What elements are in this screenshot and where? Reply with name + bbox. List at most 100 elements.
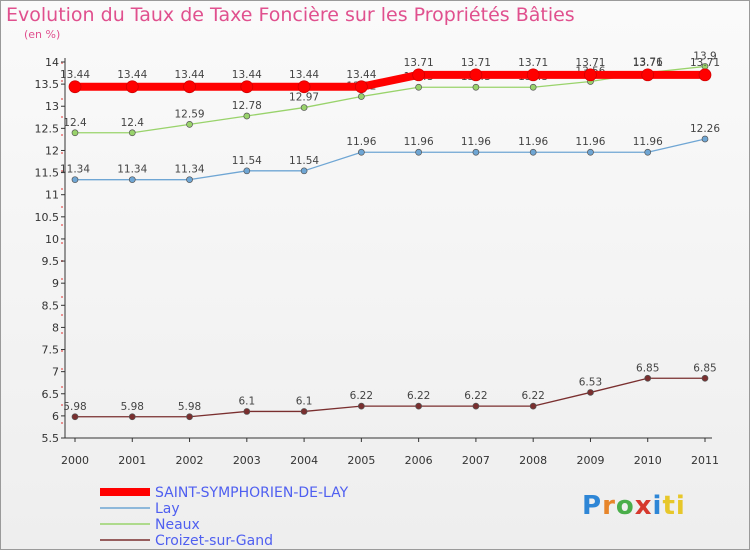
data-point xyxy=(415,402,422,410)
y-tick-label: 6.5 xyxy=(42,388,60,401)
y-tick-label: 6 xyxy=(52,410,59,423)
data-point xyxy=(472,148,480,156)
data-point xyxy=(240,80,254,94)
x-tick-label: 2006 xyxy=(405,454,433,467)
data-label: 11.34 xyxy=(117,164,147,176)
x-tick-label: 2004 xyxy=(290,454,318,467)
data-point xyxy=(698,68,712,82)
data-label: 13.44 xyxy=(289,69,319,81)
y-tick-label: 7.5 xyxy=(42,344,60,357)
data-point xyxy=(300,167,308,175)
data-point xyxy=(469,68,483,82)
data-label: 13.71 xyxy=(633,57,663,69)
data-label: 12.97 xyxy=(289,92,319,104)
data-label: 6.1 xyxy=(238,395,255,407)
data-label: 11.96 xyxy=(461,136,491,148)
data-label: 13.71 xyxy=(461,57,491,69)
data-point xyxy=(71,176,79,184)
y-tick-label: 13 xyxy=(45,100,59,113)
data-point xyxy=(584,68,597,82)
data-label: 6.22 xyxy=(464,390,487,402)
x-tick-label: 2010 xyxy=(634,454,662,467)
x-tick-label: 2001 xyxy=(118,454,146,467)
data-label: 11.96 xyxy=(518,136,548,148)
data-label: 6.85 xyxy=(636,362,659,374)
data-point xyxy=(243,112,251,120)
data-label: 11.34 xyxy=(175,164,205,176)
data-label: 12.26 xyxy=(690,123,720,135)
data-point xyxy=(644,374,652,382)
y-tick-label: 9.5 xyxy=(42,255,60,268)
data-point xyxy=(472,83,480,91)
data-label: 12.59 xyxy=(175,108,205,120)
data-label: 13.71 xyxy=(518,57,548,69)
data-point xyxy=(243,408,251,415)
data-point xyxy=(300,408,308,415)
data-point xyxy=(587,148,594,156)
y-tick-label: 11 xyxy=(45,189,59,202)
data-label: 6.85 xyxy=(693,362,716,374)
data-point xyxy=(186,176,193,184)
data-label: 13.44 xyxy=(117,69,147,81)
data-point xyxy=(358,93,365,100)
y-tick-label: 10.5 xyxy=(35,211,60,224)
brand-logo: Proxiti xyxy=(582,491,686,521)
data-point xyxy=(186,121,193,128)
y-tick-label: 8.5 xyxy=(42,299,60,312)
y-tick-label: 12 xyxy=(45,144,59,157)
x-tick-label: 2008 xyxy=(519,454,547,467)
data-point xyxy=(68,80,82,94)
y-unit-label: (en %) xyxy=(24,28,61,41)
data-point xyxy=(183,80,196,94)
data-label: 6.53 xyxy=(579,376,602,388)
data-point xyxy=(701,135,709,143)
data-point xyxy=(701,374,709,382)
data-point xyxy=(412,68,425,82)
x-tick-label: 2011 xyxy=(691,454,719,467)
legend-entry: SAINT-SYMPHORIEN-DE-LAY xyxy=(155,485,349,501)
data-label: 11.34 xyxy=(60,164,90,176)
data-point xyxy=(128,176,136,184)
series-line-3 xyxy=(75,377,705,418)
y-tick-label: 10 xyxy=(45,233,59,246)
data-label: 11.96 xyxy=(346,136,376,148)
data-label: 13.44 xyxy=(346,69,376,81)
data-point xyxy=(641,68,655,82)
data-label: 5.98 xyxy=(63,401,86,413)
y-tick-label: 8 xyxy=(52,321,59,334)
y-tick-label: 11.5 xyxy=(35,167,60,180)
data-label: 12.4 xyxy=(63,117,87,129)
y-tick-label: 7 xyxy=(52,366,59,379)
series-line-0 xyxy=(75,70,705,91)
legend-entry: Lay xyxy=(155,501,180,517)
data-point xyxy=(358,402,365,410)
data-label: 11.54 xyxy=(232,155,262,167)
data-point xyxy=(529,148,537,156)
x-tick-label: 2003 xyxy=(233,454,261,467)
data-point xyxy=(300,104,308,111)
data-point xyxy=(71,413,79,421)
data-label: 13.71 xyxy=(690,57,720,69)
data-point xyxy=(128,129,136,137)
legend-entry: Croizet-sur-Gand xyxy=(155,533,273,549)
x-tick-label: 2000 xyxy=(61,454,89,467)
data-label: 13.9 xyxy=(693,50,716,62)
data-point xyxy=(128,413,136,421)
data-point xyxy=(125,80,139,94)
x-tick-label: 2005 xyxy=(347,454,375,467)
data-label: 6.22 xyxy=(407,390,430,402)
x-tick-label: 2002 xyxy=(176,454,204,467)
data-point xyxy=(297,80,311,94)
data-label: 11.96 xyxy=(404,136,434,148)
data-point xyxy=(472,402,480,410)
data-label: 5.98 xyxy=(121,401,144,413)
data-point xyxy=(355,80,368,94)
chart-title: Evolution du Taux de Taxe Foncière sur l… xyxy=(6,4,575,26)
data-label: 13.71 xyxy=(404,57,434,69)
data-label: 6.1 xyxy=(296,395,313,407)
data-label: 5.98 xyxy=(178,401,201,413)
y-tick-label: 5.5 xyxy=(42,432,60,445)
data-label: 13.71 xyxy=(575,57,605,69)
